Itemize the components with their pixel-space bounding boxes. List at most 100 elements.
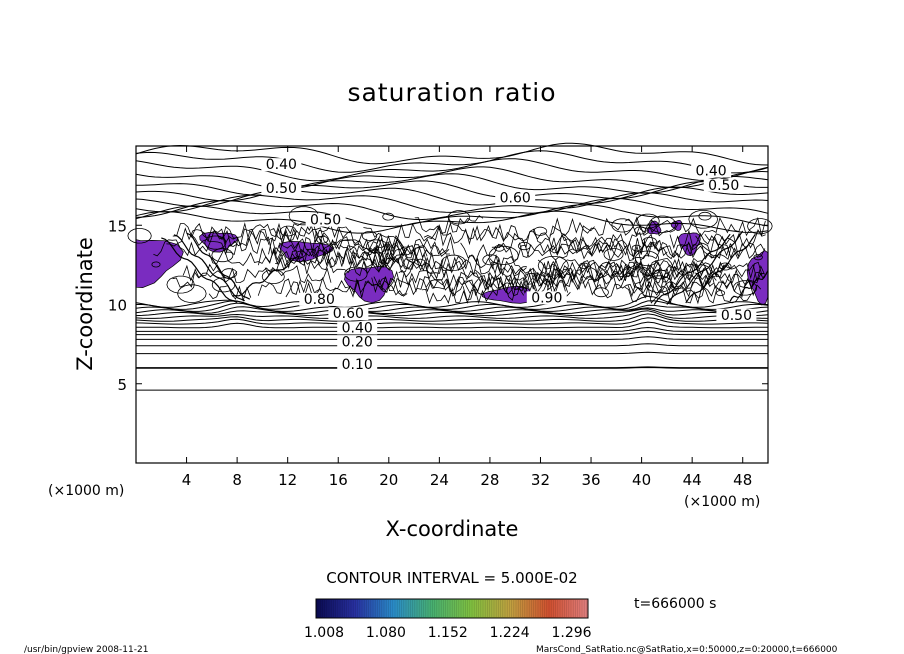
contour-line xyxy=(211,248,234,263)
contour-label-bg xyxy=(691,164,732,178)
contour-line xyxy=(666,230,744,305)
contour-line xyxy=(688,209,718,229)
contour-line xyxy=(460,242,575,263)
contour-line xyxy=(716,290,726,297)
y-axis-label: Z-coordinate xyxy=(73,237,97,371)
contour-line xyxy=(312,230,408,251)
contour-line xyxy=(295,250,306,258)
contour-line xyxy=(462,283,525,301)
contour-line xyxy=(698,211,712,221)
contour-line xyxy=(186,232,251,300)
contour-line xyxy=(135,302,769,313)
colorbar-tick-label: 1.296 xyxy=(551,625,591,641)
contour-label-bg xyxy=(305,213,346,227)
contour-line xyxy=(491,257,655,279)
colorbar-stripes xyxy=(317,600,587,617)
contour-line xyxy=(135,317,769,325)
contour-label: 0.10 xyxy=(342,357,373,373)
contour-line xyxy=(549,216,679,237)
contour-line xyxy=(166,275,195,294)
contour-line xyxy=(261,269,285,285)
contour-label-bg xyxy=(337,357,378,371)
contour-line xyxy=(136,326,768,332)
y-tick-label: 15 xyxy=(108,217,127,235)
contour-line xyxy=(365,239,388,254)
contour-line xyxy=(641,237,658,247)
contour-line xyxy=(208,247,335,267)
contour-line xyxy=(636,213,660,229)
contour-line xyxy=(603,247,624,261)
contour-label: 0.20 xyxy=(342,335,373,351)
contour-line xyxy=(747,218,773,235)
contour-line xyxy=(611,218,634,233)
contour-line xyxy=(634,250,660,267)
contour-line xyxy=(232,256,301,297)
contour-label-bg xyxy=(337,321,378,335)
plot-area: 0.100.200.400.600.80 0.900.500.400.500.50… xyxy=(127,142,773,464)
x-tick-label: 48 xyxy=(733,471,752,489)
contour-line xyxy=(172,221,325,242)
contour-line xyxy=(135,150,769,174)
contour-line xyxy=(614,259,725,277)
contour-line xyxy=(732,280,758,296)
supersaturation-region xyxy=(670,219,682,231)
contour-line xyxy=(624,216,766,238)
contour-line xyxy=(161,237,238,303)
contour-line xyxy=(135,142,769,166)
contour-line xyxy=(136,351,768,355)
contour-line xyxy=(135,310,769,319)
contour-line xyxy=(135,166,769,190)
contour-line xyxy=(136,366,768,369)
contour-line xyxy=(482,254,500,266)
contour-label: 0.50 xyxy=(708,178,739,194)
contour-label: 0.90 xyxy=(531,290,562,306)
contour-line xyxy=(624,283,679,305)
contour-line xyxy=(135,295,769,308)
contour-line xyxy=(671,286,752,305)
contour-label: 0.60 xyxy=(333,306,364,322)
contour-line xyxy=(631,244,642,252)
contour-line xyxy=(182,263,332,284)
contour-line xyxy=(136,330,768,336)
contour-label-bg xyxy=(337,335,378,349)
contour-line xyxy=(135,186,769,207)
contour-line xyxy=(172,268,238,288)
contour-line xyxy=(753,254,763,261)
contour-line xyxy=(351,256,527,277)
contour-line xyxy=(257,276,388,298)
contour-line xyxy=(685,233,756,304)
contour-line xyxy=(593,287,609,298)
contour-line xyxy=(621,261,763,281)
contour-line xyxy=(374,252,527,273)
contour-line xyxy=(136,336,768,340)
contour-line xyxy=(537,259,638,278)
contour-line xyxy=(440,254,467,271)
contour-line xyxy=(517,241,531,251)
contour-line xyxy=(549,235,623,255)
x-tick-label: 24 xyxy=(430,471,449,489)
contour-label-bg xyxy=(299,292,340,306)
contour-line xyxy=(474,268,574,288)
contour-line xyxy=(382,212,395,221)
contour-label: 0.50 xyxy=(310,213,341,229)
contour-label-bg xyxy=(495,191,536,205)
y-tick-label: 10 xyxy=(108,297,127,315)
contour-label: 0.50 xyxy=(721,308,752,324)
x-tick-label: 16 xyxy=(329,471,348,489)
x-tick-label: 8 xyxy=(232,471,242,489)
contour-line xyxy=(373,269,481,291)
contour-line xyxy=(644,275,673,293)
colorbar-tick-label: 1.080 xyxy=(366,625,406,641)
footer-left: /usr/bin/gpview 2008-11-21 xyxy=(24,645,148,654)
contour-line xyxy=(648,215,677,233)
contour-label: 0.40 xyxy=(266,157,297,173)
contour-line xyxy=(361,231,378,241)
x-unit-left: (×1000 m) xyxy=(48,483,124,499)
time-label: t=666000 s xyxy=(634,596,716,612)
contour-line xyxy=(363,222,520,242)
contour-line xyxy=(135,204,769,228)
contour-line xyxy=(421,287,495,305)
contour-line xyxy=(491,231,660,253)
contour-line xyxy=(425,277,571,298)
